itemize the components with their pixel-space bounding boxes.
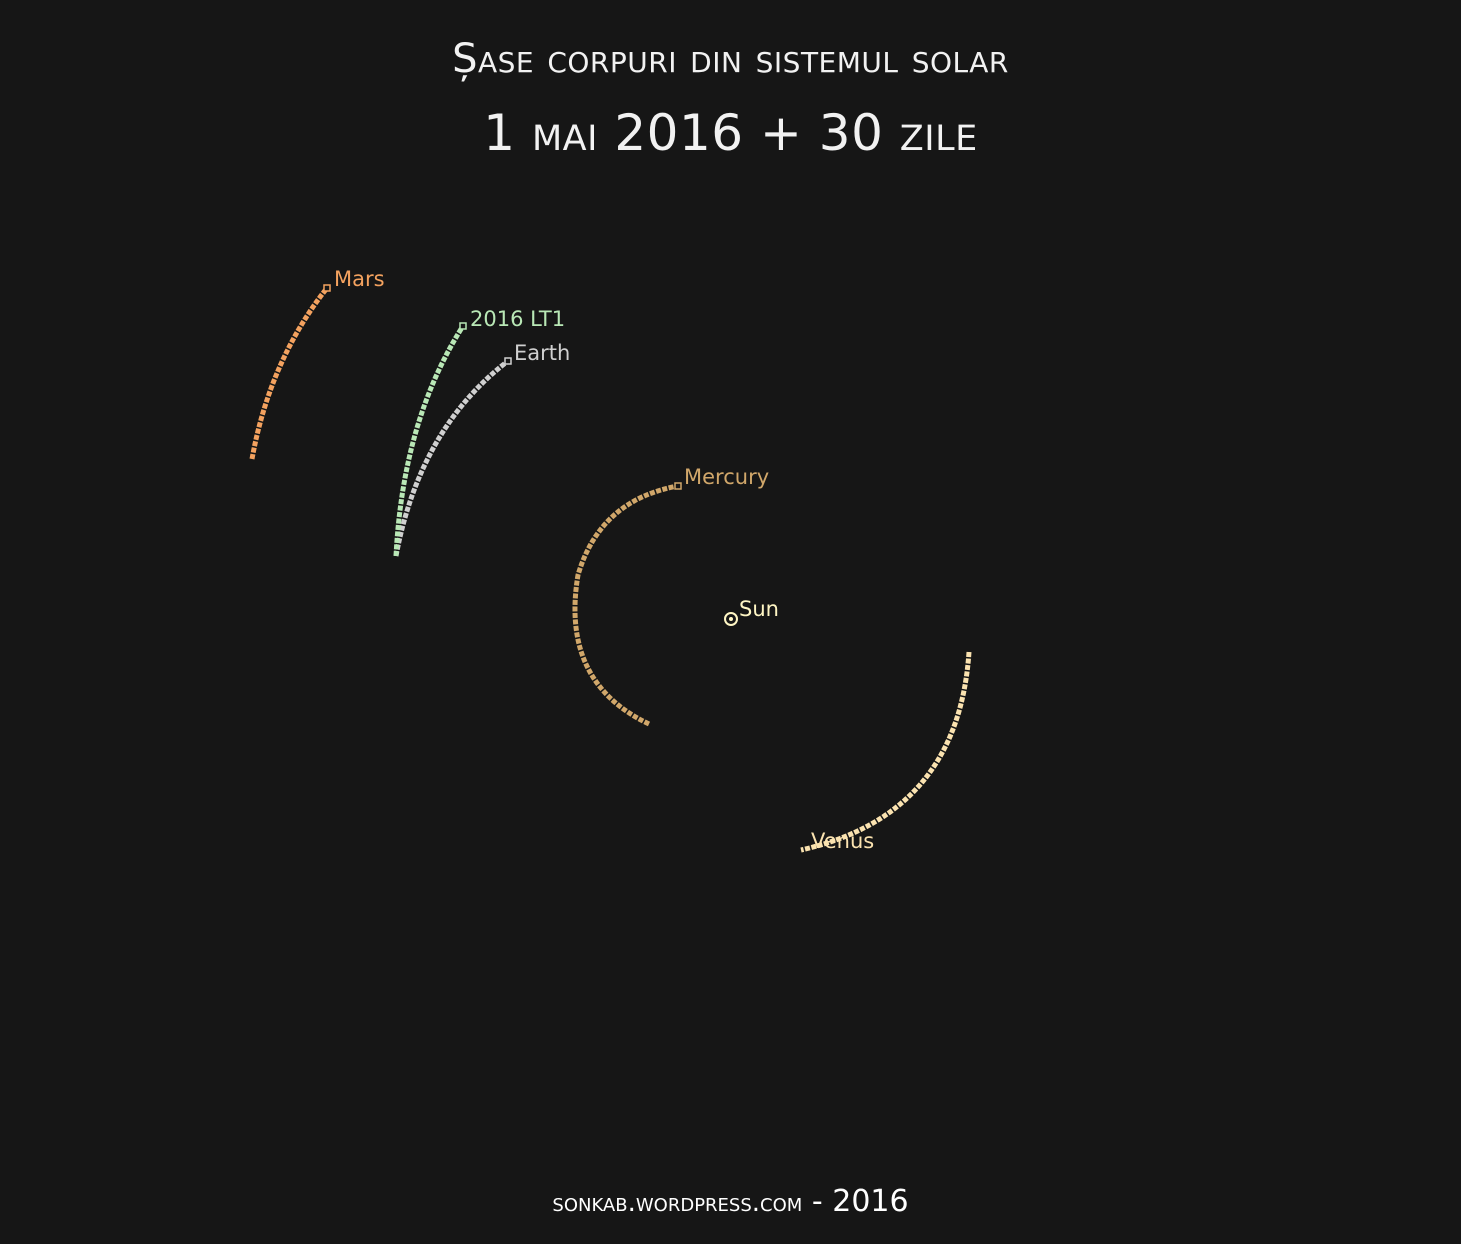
mercury-label: Mercury (684, 465, 769, 489)
mars-track: Mars (249, 267, 385, 460)
footer-credit: sonkab.wordpress.com - 2016 (0, 1184, 1461, 1219)
footer-year: 2016 (832, 1184, 909, 1219)
earth-end-marker (504, 357, 512, 365)
venus-track: Venus (800, 651, 972, 853)
earth-label: Earth (514, 341, 570, 365)
venus-label: Venus (811, 829, 874, 853)
mars-label: Mars (334, 267, 385, 291)
lt1-track: 2016 LT1 (393, 307, 565, 557)
mercury-end-marker (674, 482, 682, 490)
lt1-label: 2016 LT1 (470, 307, 565, 331)
earth-path (393, 359, 510, 557)
mars-path (249, 286, 329, 460)
sun-ring (724, 612, 738, 626)
lt1-path (393, 324, 466, 557)
footer-site: sonkab.wordpress.com (552, 1188, 803, 1218)
venus-path (800, 651, 972, 853)
title-line-2: 1 mai 2016 + 30 zile (483, 104, 978, 162)
lt1-end-marker (459, 322, 467, 330)
title-line-1: Șase corpuri din sistemul solar (452, 36, 1009, 82)
earth-track: Earth (393, 341, 570, 557)
sun-marker: Sun (724, 597, 779, 626)
footer-separator: - (802, 1184, 833, 1219)
mercury-path (572, 483, 679, 727)
mars-end-marker (323, 284, 331, 292)
sun-label: Sun (739, 597, 779, 621)
mercury-track: Mercury (572, 465, 769, 727)
sun-dot (729, 617, 733, 621)
